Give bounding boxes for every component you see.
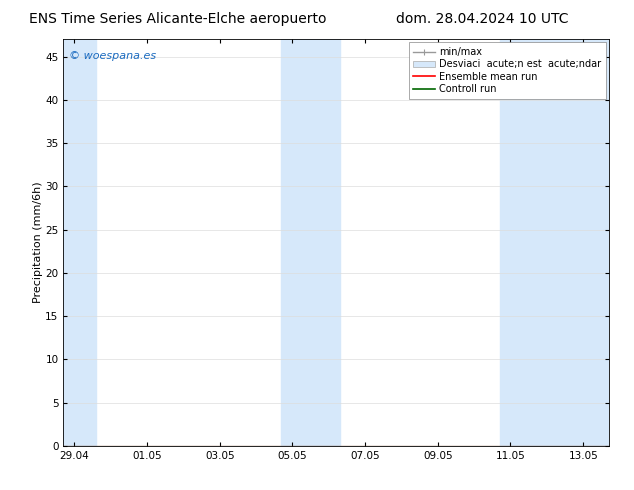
Text: ENS Time Series Alicante-Elche aeropuerto: ENS Time Series Alicante-Elche aeropuert… xyxy=(29,12,327,26)
Bar xyxy=(281,39,340,446)
Bar xyxy=(63,39,96,446)
Bar xyxy=(500,39,536,446)
Bar xyxy=(536,39,609,446)
Text: © woespana.es: © woespana.es xyxy=(69,51,156,61)
Text: dom. 28.04.2024 10 UTC: dom. 28.04.2024 10 UTC xyxy=(396,12,568,26)
Legend: min/max, Desviaci  acute;n est  acute;ndar, Ensemble mean run, Controll run: min/max, Desviaci acute;n est acute;ndar… xyxy=(408,42,605,99)
Y-axis label: Precipitation (mm/6h): Precipitation (mm/6h) xyxy=(32,182,42,303)
